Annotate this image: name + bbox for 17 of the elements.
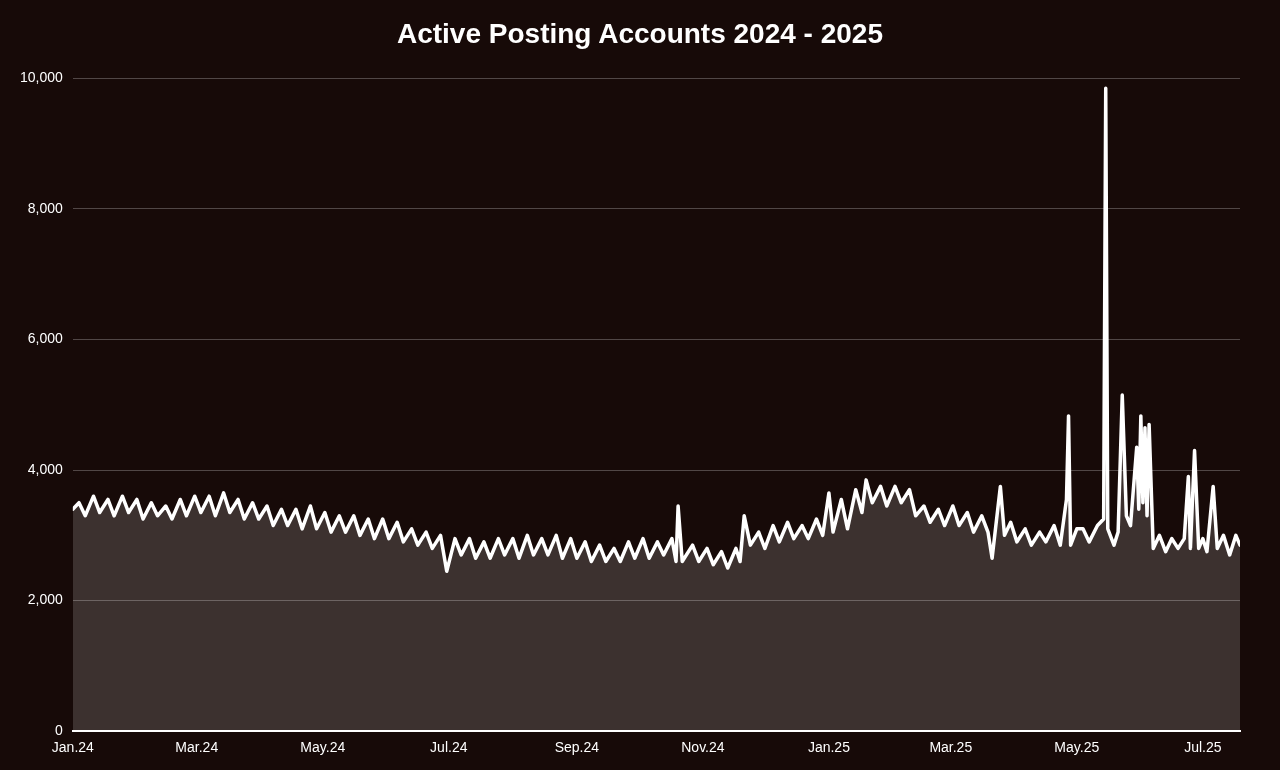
x-tick-label: May.25 [1054,739,1100,756]
x-tick-label: Mar.25 [929,739,973,756]
y-tick-label: 0 [55,722,64,739]
chart-title: Active Posting Accounts 2024 - 2025 [395,18,884,50]
x-tick-label: Jul.24 [430,739,468,756]
x-tick-label: May.24 [300,739,346,756]
x-tick-label: Sep.24 [554,739,600,756]
x-tick-label: Nov.24 [681,739,725,756]
x-tick-label: Jan.24 [51,739,95,756]
x-tick-label: Mar.24 [175,739,219,756]
y-tick-label: 2,000 [27,591,64,608]
y-tick-label: 10,000 [19,69,64,86]
x-tick-label: Jul.25 [1184,739,1222,756]
y-tick-label: 4,000 [27,460,64,477]
y-tick-label: 8,000 [27,199,64,216]
y-tick-label: 6,000 [27,330,64,347]
x-tick-label: Jan.25 [807,739,851,756]
